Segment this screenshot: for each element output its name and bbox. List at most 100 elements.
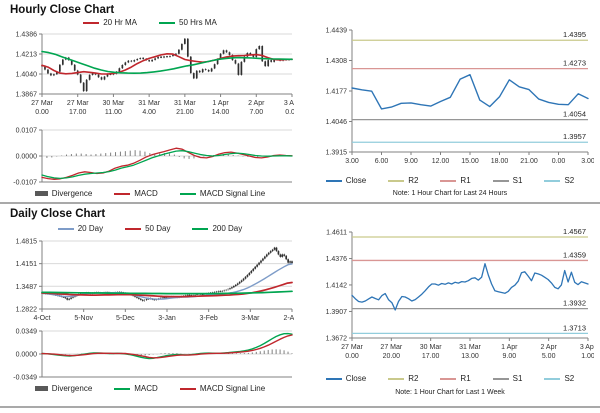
legend-label: MACD Signal Line — [199, 189, 266, 198]
svg-text:1.3915: 1.3915 — [326, 150, 348, 157]
legend-item-50-day: 50 Day — [125, 224, 170, 233]
svg-text:0.0349: 0.0349 — [16, 329, 38, 336]
svg-text:-0.0107: -0.0107 — [13, 180, 37, 187]
svg-text:3-Jan: 3-Jan — [158, 315, 176, 322]
svg-text:1.4040: 1.4040 — [16, 72, 38, 79]
legend-label: Close — [345, 176, 367, 185]
legend-marker-icon — [114, 192, 131, 195]
legend-marker-icon — [325, 179, 342, 182]
legend-label: Divergence — [51, 189, 93, 198]
hourly-macd-legend: Divergence MACD MACD Signal Line — [6, 189, 294, 198]
legend-item-macd-signal-line: MACD Signal Line — [179, 189, 266, 198]
svg-text:3-Mar: 3-Mar — [241, 315, 260, 322]
svg-text:14.00: 14.00 — [212, 109, 230, 116]
svg-text:1.4308: 1.4308 — [326, 58, 348, 65]
svg-text:11.00: 11.00 — [105, 109, 122, 116]
hourly-macd-chart: 0.0107 0.0000 -0.0107 — [13, 128, 293, 187]
legend-item-20-hr-ma: 20 Hr MA — [83, 18, 137, 27]
svg-text:17.00: 17.00 — [422, 353, 440, 360]
legend-item-20-day: 20 Day — [57, 224, 103, 233]
legend-marker-icon — [57, 227, 74, 230]
svg-text:31 Mar: 31 Mar — [174, 100, 196, 107]
svg-text:27 Mar: 27 Mar — [380, 344, 402, 351]
svg-text:1.4151: 1.4151 — [16, 261, 38, 268]
svg-text:27 Mar: 27 Mar — [31, 100, 53, 107]
legend-label: 20 Hr MA — [103, 18, 137, 27]
legend-marker-icon — [440, 377, 457, 380]
legend-marker-icon — [179, 192, 196, 195]
svg-text:1.4273: 1.4273 — [563, 59, 586, 68]
svg-text:1.4054: 1.4054 — [563, 110, 586, 119]
svg-text:3-Feb: 3-Feb — [200, 315, 218, 322]
legend-item-divergence: Divergence — [34, 189, 93, 198]
svg-text:0.00: 0.00 — [552, 158, 566, 165]
svg-text:5-Dec: 5-Dec — [116, 315, 135, 322]
legend-marker-icon — [125, 227, 142, 230]
legend-item-s2: S2 — [544, 374, 574, 383]
svg-text:4-Oct: 4-Oct — [33, 315, 50, 322]
legend-item-r1: R1 — [440, 176, 471, 185]
svg-text:9.00: 9.00 — [404, 158, 418, 165]
svg-text:1.4567: 1.4567 — [563, 227, 586, 236]
legend-item-s1: S1 — [492, 176, 522, 185]
svg-text:12.00: 12.00 — [432, 158, 450, 165]
svg-text:0.00: 0.00 — [35, 109, 49, 116]
legend-label: 50 Hrs MA — [179, 18, 217, 27]
legend-label: MACD — [134, 189, 158, 198]
legend-label: S1 — [512, 374, 523, 383]
legend-label: 200 Day — [212, 224, 243, 233]
legend-label: MACD Signal Line — [199, 384, 266, 393]
svg-text:1.4611: 1.4611 — [326, 230, 347, 237]
legend-marker-icon — [440, 179, 457, 182]
svg-text:1 Apr: 1 Apr — [501, 344, 518, 351]
legend-item-200-day: 200 Day — [192, 224, 242, 233]
svg-text:3.00: 3.00 — [581, 158, 594, 165]
svg-text:13.00: 13.00 — [461, 353, 479, 360]
svg-text:6.00: 6.00 — [375, 158, 389, 165]
legend-marker-icon — [388, 179, 405, 182]
legend-item-50-hrs-ma: 50 Hrs MA — [159, 18, 217, 27]
legend-label: R1 — [460, 176, 471, 185]
legend-item-s2: S2 — [544, 176, 574, 185]
legend-item-macd: MACD — [114, 384, 158, 393]
legend-marker-icon — [544, 377, 561, 380]
legend-item-macd-signal-line: MACD Signal Line — [179, 384, 266, 393]
svg-text:1.3932: 1.3932 — [563, 299, 586, 308]
hourly-sr-legend: Close R2 R1 S1 S2 — [306, 176, 594, 185]
svg-text:1.4046: 1.4046 — [326, 119, 348, 126]
legend-label: Close — [345, 374, 367, 383]
svg-text:3 Apr: 3 Apr — [580, 344, 594, 351]
svg-text:5.00: 5.00 — [542, 353, 556, 360]
legend-item-close: Close — [325, 176, 367, 185]
svg-text:1.4142: 1.4142 — [326, 282, 348, 289]
svg-text:7.00: 7.00 — [249, 109, 263, 116]
legend-label: S2 — [564, 374, 575, 383]
svg-text:21.00: 21.00 — [520, 158, 538, 165]
legend-item-s1: S1 — [492, 374, 523, 383]
hourly-sr-note: Note: 1 Hour Chart for Last 24 Hours — [392, 190, 508, 197]
svg-text:1 Apr: 1 Apr — [212, 100, 229, 107]
svg-text:4.00: 4.00 — [142, 109, 156, 116]
legend-label: R1 — [460, 374, 471, 383]
legend-item-r2: R2 — [388, 374, 418, 383]
svg-text:1.4376: 1.4376 — [326, 256, 348, 263]
legend-marker-icon — [34, 191, 48, 196]
svg-text:1.00: 1.00 — [581, 353, 594, 360]
svg-text:1.4177: 1.4177 — [326, 89, 348, 96]
legend-label: 50 Day — [145, 224, 171, 233]
legend-marker-icon — [34, 386, 48, 391]
svg-text:5-Nov: 5-Nov — [74, 315, 93, 322]
svg-text:-0.0349: -0.0349 — [13, 375, 37, 382]
svg-text:1.3907: 1.3907 — [326, 309, 348, 316]
svg-text:1.3957: 1.3957 — [563, 132, 586, 141]
legend-marker-icon — [159, 21, 175, 24]
svg-text:1.3487: 1.3487 — [16, 284, 38, 291]
svg-text:1.4395: 1.4395 — [563, 30, 586, 39]
svg-text:30 Mar: 30 Mar — [103, 100, 125, 107]
svg-text:0.00: 0.00 — [345, 353, 359, 360]
svg-text:17.00: 17.00 — [69, 109, 87, 116]
legend-marker-icon — [544, 179, 561, 182]
